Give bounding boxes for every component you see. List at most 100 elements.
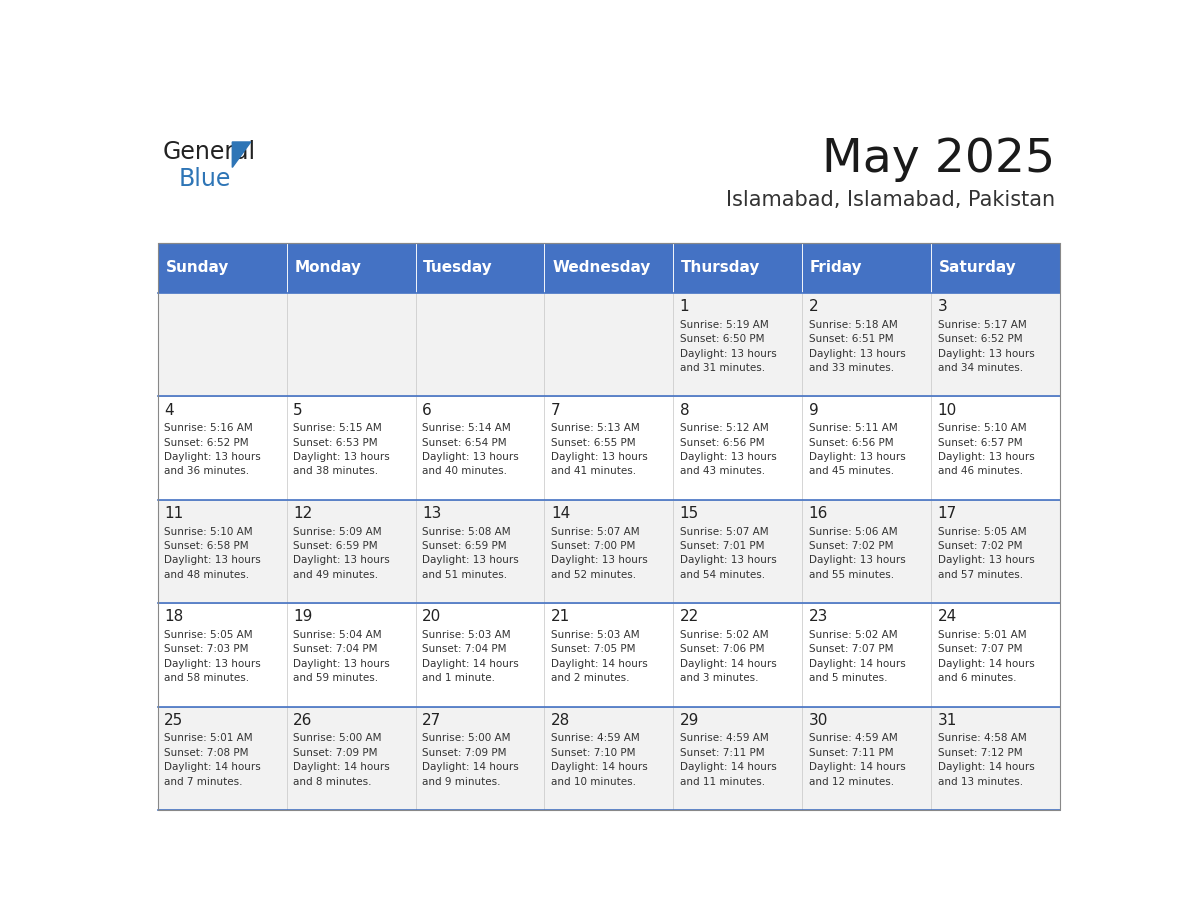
Text: 1: 1: [680, 299, 689, 314]
Bar: [931, 243, 1060, 293]
Text: Sunrise: 5:19 AM
Sunset: 6:50 PM
Daylight: 13 hours
and 31 minutes.: Sunrise: 5:19 AM Sunset: 6:50 PM Dayligh…: [680, 319, 777, 373]
Text: Sunrise: 5:02 AM
Sunset: 7:07 PM
Daylight: 14 hours
and 5 minutes.: Sunrise: 5:02 AM Sunset: 7:07 PM Dayligh…: [809, 630, 905, 683]
Text: 29: 29: [680, 712, 699, 728]
Bar: [158, 707, 286, 810]
Bar: [158, 243, 1060, 810]
Text: Sunrise: 5:13 AM
Sunset: 6:55 PM
Daylight: 13 hours
and 41 minutes.: Sunrise: 5:13 AM Sunset: 6:55 PM Dayligh…: [551, 423, 647, 476]
Text: 8: 8: [680, 403, 689, 418]
Bar: [416, 707, 544, 810]
Bar: [544, 293, 674, 397]
Bar: [674, 707, 802, 810]
Text: Sunrise: 5:15 AM
Sunset: 6:53 PM
Daylight: 13 hours
and 38 minutes.: Sunrise: 5:15 AM Sunset: 6:53 PM Dayligh…: [293, 423, 390, 476]
Text: 10: 10: [937, 403, 956, 418]
Text: Wednesday: Wednesday: [552, 261, 651, 275]
Polygon shape: [233, 142, 251, 167]
Bar: [931, 397, 1060, 499]
Bar: [544, 707, 674, 810]
Text: 31: 31: [937, 712, 956, 728]
Text: Sunrise: 5:10 AM
Sunset: 6:58 PM
Daylight: 13 hours
and 48 minutes.: Sunrise: 5:10 AM Sunset: 6:58 PM Dayligh…: [164, 527, 261, 580]
Text: Sunrise: 5:09 AM
Sunset: 6:59 PM
Daylight: 13 hours
and 49 minutes.: Sunrise: 5:09 AM Sunset: 6:59 PM Dayligh…: [293, 527, 390, 580]
Text: Sunday: Sunday: [165, 261, 229, 275]
Bar: [158, 397, 286, 499]
Text: Sunrise: 5:10 AM
Sunset: 6:57 PM
Daylight: 13 hours
and 46 minutes.: Sunrise: 5:10 AM Sunset: 6:57 PM Dayligh…: [937, 423, 1035, 476]
Text: 24: 24: [937, 610, 956, 624]
Text: 15: 15: [680, 506, 699, 521]
Text: 30: 30: [809, 712, 828, 728]
Text: Sunrise: 5:14 AM
Sunset: 6:54 PM
Daylight: 13 hours
and 40 minutes.: Sunrise: 5:14 AM Sunset: 6:54 PM Dayligh…: [422, 423, 519, 476]
Text: 3: 3: [937, 299, 947, 314]
Bar: [286, 603, 416, 707]
Bar: [674, 499, 802, 603]
Text: Sunrise: 5:05 AM
Sunset: 7:02 PM
Daylight: 13 hours
and 57 minutes.: Sunrise: 5:05 AM Sunset: 7:02 PM Dayligh…: [937, 527, 1035, 580]
Text: Sunrise: 4:59 AM
Sunset: 7:10 PM
Daylight: 14 hours
and 10 minutes.: Sunrise: 4:59 AM Sunset: 7:10 PM Dayligh…: [551, 733, 647, 787]
Text: Blue: Blue: [179, 167, 232, 191]
Text: 11: 11: [164, 506, 183, 521]
Bar: [544, 603, 674, 707]
Text: Sunrise: 5:06 AM
Sunset: 7:02 PM
Daylight: 13 hours
and 55 minutes.: Sunrise: 5:06 AM Sunset: 7:02 PM Dayligh…: [809, 527, 905, 580]
Text: 22: 22: [680, 610, 699, 624]
Text: Sunrise: 5:04 AM
Sunset: 7:04 PM
Daylight: 13 hours
and 59 minutes.: Sunrise: 5:04 AM Sunset: 7:04 PM Dayligh…: [293, 630, 390, 683]
Text: Sunrise: 5:08 AM
Sunset: 6:59 PM
Daylight: 13 hours
and 51 minutes.: Sunrise: 5:08 AM Sunset: 6:59 PM Dayligh…: [422, 527, 519, 580]
Text: Sunrise: 5:03 AM
Sunset: 7:05 PM
Daylight: 14 hours
and 2 minutes.: Sunrise: 5:03 AM Sunset: 7:05 PM Dayligh…: [551, 630, 647, 683]
Text: 21: 21: [551, 610, 570, 624]
Bar: [286, 397, 416, 499]
Bar: [802, 603, 931, 707]
Text: 25: 25: [164, 712, 183, 728]
Text: Sunrise: 5:00 AM
Sunset: 7:09 PM
Daylight: 14 hours
and 8 minutes.: Sunrise: 5:00 AM Sunset: 7:09 PM Dayligh…: [293, 733, 390, 787]
Bar: [158, 243, 286, 293]
Bar: [544, 397, 674, 499]
Text: 19: 19: [293, 610, 312, 624]
Text: Sunrise: 4:59 AM
Sunset: 7:11 PM
Daylight: 14 hours
and 12 minutes.: Sunrise: 4:59 AM Sunset: 7:11 PM Dayligh…: [809, 733, 905, 787]
Bar: [802, 243, 931, 293]
Text: 18: 18: [164, 610, 183, 624]
Text: General: General: [163, 140, 255, 163]
Text: 26: 26: [293, 712, 312, 728]
Text: Sunrise: 5:03 AM
Sunset: 7:04 PM
Daylight: 14 hours
and 1 minute.: Sunrise: 5:03 AM Sunset: 7:04 PM Dayligh…: [422, 630, 519, 683]
Text: Sunrise: 5:17 AM
Sunset: 6:52 PM
Daylight: 13 hours
and 34 minutes.: Sunrise: 5:17 AM Sunset: 6:52 PM Dayligh…: [937, 319, 1035, 373]
Bar: [416, 243, 544, 293]
Text: 17: 17: [937, 506, 956, 521]
Bar: [674, 603, 802, 707]
Bar: [544, 243, 674, 293]
Text: 12: 12: [293, 506, 312, 521]
Text: 23: 23: [809, 610, 828, 624]
Bar: [286, 293, 416, 397]
Text: Sunrise: 5:12 AM
Sunset: 6:56 PM
Daylight: 13 hours
and 43 minutes.: Sunrise: 5:12 AM Sunset: 6:56 PM Dayligh…: [680, 423, 777, 476]
Bar: [416, 603, 544, 707]
Bar: [931, 603, 1060, 707]
Text: Sunrise: 5:00 AM
Sunset: 7:09 PM
Daylight: 14 hours
and 9 minutes.: Sunrise: 5:00 AM Sunset: 7:09 PM Dayligh…: [422, 733, 519, 787]
Bar: [158, 293, 286, 397]
Text: Sunrise: 5:02 AM
Sunset: 7:06 PM
Daylight: 14 hours
and 3 minutes.: Sunrise: 5:02 AM Sunset: 7:06 PM Dayligh…: [680, 630, 777, 683]
Bar: [544, 499, 674, 603]
Text: 27: 27: [422, 712, 441, 728]
Bar: [674, 243, 802, 293]
Text: Islamabad, Islamabad, Pakistan: Islamabad, Islamabad, Pakistan: [726, 190, 1055, 210]
Bar: [416, 397, 544, 499]
Text: Sunrise: 5:18 AM
Sunset: 6:51 PM
Daylight: 13 hours
and 33 minutes.: Sunrise: 5:18 AM Sunset: 6:51 PM Dayligh…: [809, 319, 905, 373]
Bar: [802, 397, 931, 499]
Text: 2: 2: [809, 299, 819, 314]
Bar: [674, 293, 802, 397]
Text: May 2025: May 2025: [822, 137, 1055, 182]
Text: 14: 14: [551, 506, 570, 521]
Text: Tuesday: Tuesday: [423, 261, 493, 275]
Bar: [158, 603, 286, 707]
Text: 6: 6: [422, 403, 431, 418]
Bar: [286, 243, 416, 293]
Text: 9: 9: [809, 403, 819, 418]
Text: Sunrise: 5:01 AM
Sunset: 7:07 PM
Daylight: 14 hours
and 6 minutes.: Sunrise: 5:01 AM Sunset: 7:07 PM Dayligh…: [937, 630, 1035, 683]
Bar: [802, 707, 931, 810]
Bar: [286, 499, 416, 603]
Text: Sunrise: 5:07 AM
Sunset: 7:01 PM
Daylight: 13 hours
and 54 minutes.: Sunrise: 5:07 AM Sunset: 7:01 PM Dayligh…: [680, 527, 777, 580]
Bar: [416, 499, 544, 603]
Bar: [931, 707, 1060, 810]
Text: 5: 5: [293, 403, 303, 418]
Bar: [286, 707, 416, 810]
Text: 16: 16: [809, 506, 828, 521]
Text: Sunrise: 5:16 AM
Sunset: 6:52 PM
Daylight: 13 hours
and 36 minutes.: Sunrise: 5:16 AM Sunset: 6:52 PM Dayligh…: [164, 423, 261, 476]
Bar: [802, 499, 931, 603]
Text: Sunrise: 4:58 AM
Sunset: 7:12 PM
Daylight: 14 hours
and 13 minutes.: Sunrise: 4:58 AM Sunset: 7:12 PM Dayligh…: [937, 733, 1035, 787]
Text: Saturday: Saturday: [939, 261, 1017, 275]
Text: Monday: Monday: [295, 261, 361, 275]
Text: 4: 4: [164, 403, 173, 418]
